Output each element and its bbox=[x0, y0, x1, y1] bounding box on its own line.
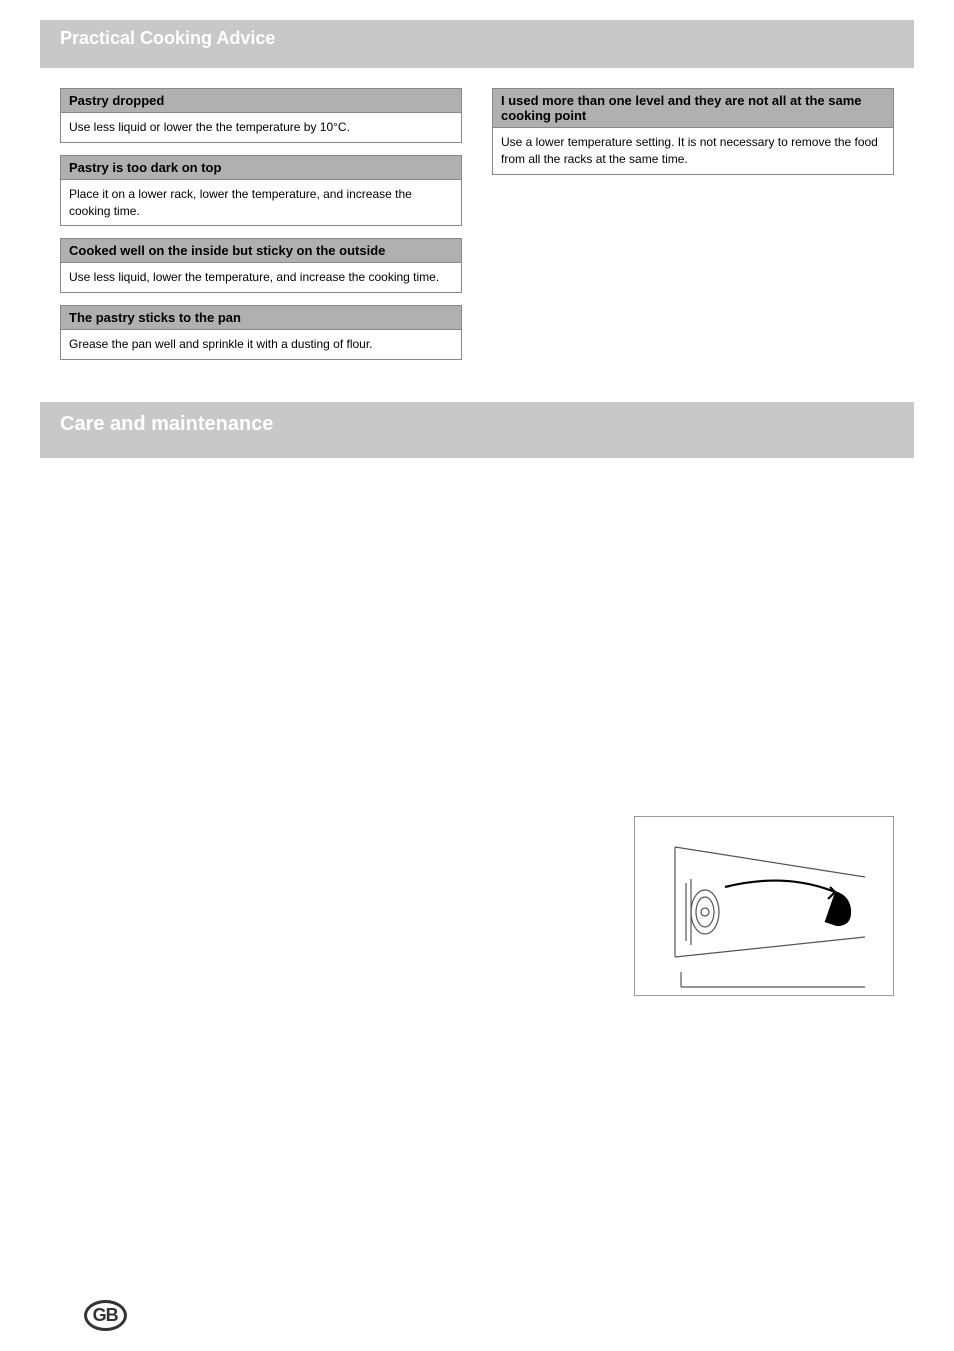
care-right-col: To remove the oven door, proceed as foll… bbox=[492, 482, 894, 1008]
replace-door-text: To replace the door, reverse this sequen… bbox=[492, 603, 894, 618]
list-item: The accessories can be washed like every… bbox=[78, 807, 462, 840]
lamp-diagram-svg bbox=[635, 817, 895, 997]
light-intro: To replace the oven light bulb: bbox=[492, 731, 894, 746]
switch-off-text: Disconnect your appliance from the elect… bbox=[60, 515, 462, 546]
tip-box: Pastry dropped Use less liquid or lower … bbox=[60, 88, 462, 143]
list-item: grip the door on the two external sides … bbox=[510, 558, 894, 591]
page-header-title: Practical Cooking Advice bbox=[60, 28, 894, 49]
tip-body: Use less liquid or lower the the tempera… bbox=[61, 113, 461, 142]
tip-header: I used more than one level and they are … bbox=[493, 89, 893, 128]
door-cleaning-text: Clean the glass part of the oven door us… bbox=[60, 875, 462, 937]
tip-body: Grease the pan well and sprinkle it with… bbox=[61, 330, 461, 359]
tip-header: Pastry is too dark on top bbox=[61, 156, 461, 180]
light-heading: Replacing the light bulb bbox=[492, 708, 894, 723]
seals-heading: Inspecting the seals bbox=[492, 629, 894, 644]
tip-header: Cooked well on the inside but sticky on … bbox=[61, 239, 461, 263]
list-item: lift and turn the small levers located o… bbox=[510, 532, 894, 549]
list-item: The stainless steel or enamel-coated ext… bbox=[78, 579, 462, 662]
care-columns: Switching the appliance off Disconnect y… bbox=[60, 482, 894, 1008]
seals-text: Check the door seals around the oven reg… bbox=[492, 652, 894, 698]
cleaning-heading: Cleaning the appliance bbox=[60, 556, 462, 571]
care-section-title: Care and maintenance bbox=[60, 412, 894, 436]
switch-off-heading: Switching the appliance off bbox=[60, 492, 462, 507]
tips-columns: Pastry dropped Use less liquid or lower … bbox=[60, 88, 894, 372]
list-item: Clean the glass part of the oven door us… bbox=[78, 731, 462, 797]
tip-header: The pastry sticks to the pan bbox=[61, 306, 461, 330]
tip-box: The pastry sticks to the pan Grease the … bbox=[60, 305, 462, 360]
care-section-band: Care and maintenance bbox=[40, 402, 914, 458]
care-left-col: Switching the appliance off Disconnect y… bbox=[60, 482, 462, 1008]
cleaning-list: The stainless steel or enamel-coated ext… bbox=[60, 579, 462, 840]
list-item: open the door fully; bbox=[510, 505, 894, 522]
page-number: 18 bbox=[60, 1308, 76, 1324]
list-item: Remove the glass cover of the lamp-holde… bbox=[510, 754, 894, 804]
remove-door-list: open the door fully; lift and turn the s… bbox=[492, 505, 894, 591]
tip-body: Place it on a lower rack, lower the temp… bbox=[61, 180, 461, 226]
page-footer: 18 GB bbox=[60, 1300, 894, 1331]
tip-body: Use less liquid, lower the temperature, … bbox=[61, 263, 461, 292]
tips-left-col: Pastry dropped Use less liquid or lower … bbox=[60, 88, 462, 372]
page-header-band: Practical Cooking Advice bbox=[40, 20, 914, 68]
tip-header: Pastry dropped bbox=[61, 89, 461, 113]
lamp-diagram bbox=[634, 816, 894, 996]
tips-right-col: I used more than one level and they are … bbox=[492, 88, 894, 372]
remove-door-heading: To remove the oven door, proceed as foll… bbox=[492, 482, 894, 497]
tip-box: Cooked well on the inside but sticky on … bbox=[60, 238, 462, 293]
tip-box: I used more than one level and they are … bbox=[492, 88, 894, 175]
tip-body: Use a lower temperature setting. It is n… bbox=[493, 128, 893, 174]
tip-box: Pastry is too dark on top Place it on a … bbox=[60, 155, 462, 227]
door-cleaning-heading: Cleaning the oven door bbox=[60, 852, 462, 867]
light-list: Remove the glass cover of the lamp-holde… bbox=[492, 754, 894, 804]
region-badge: GB bbox=[84, 1300, 127, 1331]
list-item: The inside of the oven should ideally be… bbox=[78, 671, 462, 721]
